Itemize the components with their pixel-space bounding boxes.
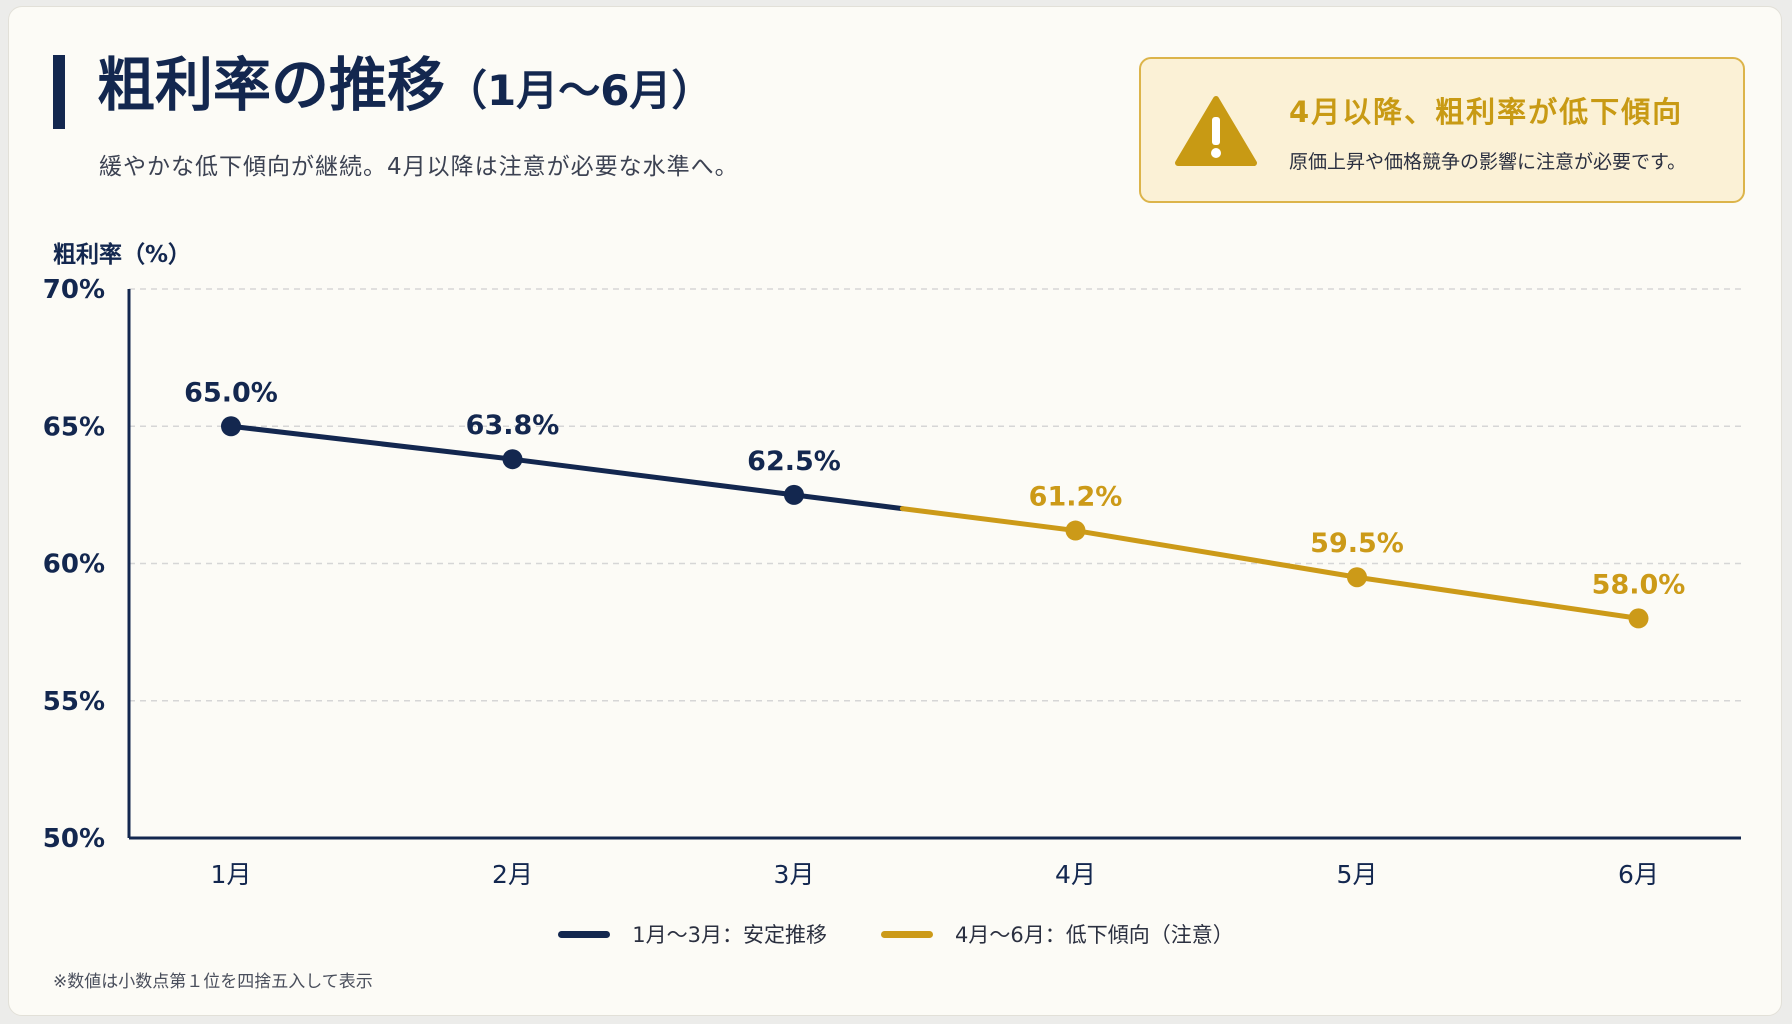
data-label: 65.0% [184, 377, 278, 408]
data-point [1347, 567, 1367, 588]
x-tick-label: 1月 [211, 860, 252, 889]
alert-text: 原価上昇や価格競争の影響に注意が必要です。 [1289, 151, 1687, 173]
legend-label: 4月〜6月：低下傾向（注意） [955, 923, 1234, 947]
y-tick-label: 50% [43, 824, 105, 854]
data-point [1065, 520, 1086, 541]
data-point [502, 449, 523, 470]
page-title: 粗利率の推移（1月〜6月） [97, 51, 713, 121]
legend-label: 1月〜3月：安定推移 [632, 923, 827, 947]
y-tick-label: 65% [43, 412, 105, 442]
data-label: 62.5% [747, 446, 841, 477]
warning-triangle-icon [1175, 96, 1257, 166]
x-tick-label: 4月 [1055, 860, 1096, 889]
footnote: ※数値は小数点第１位を四捨五入して表示 [53, 972, 373, 992]
data-point [221, 416, 241, 437]
y-tick-label: 70% [43, 275, 105, 305]
legend: 1月〜3月：安定推移 4月〜6月：低下傾向（注意） [9, 919, 1781, 949]
x-tick-label: 5月 [1337, 860, 1378, 889]
x-tick-label: 3月 [774, 860, 815, 889]
title-main: 粗利率の推移 [97, 51, 446, 119]
title-accent-bar [53, 55, 65, 129]
data-label: 61.2% [1029, 482, 1123, 513]
legend-swatch [881, 930, 933, 938]
alert-title: 4月以降、粗利率が低下傾向 [1289, 95, 1684, 129]
data-point [784, 484, 804, 505]
data-label: 59.5% [1310, 528, 1404, 559]
alert-box: 4月以降、粗利率が低下傾向 原価上昇や価格競争の影響に注意が必要です。 [1139, 57, 1745, 203]
x-tick-label: 6月 [1618, 860, 1659, 889]
y-tick-label: 55% [43, 687, 105, 717]
y-tick-label: 60% [43, 550, 105, 580]
title-range: （1月〜6月） [445, 66, 714, 115]
legend-swatch [558, 930, 611, 938]
data-label: 58.0% [1592, 569, 1686, 600]
line-chart: 50% 55% 60% 65% 70% 1月 2月 3月 4月 5月 6月 65.0% 63.8% 62.… [43, 275, 1741, 889]
legend-item: 4月〜6月：低下傾向（注意） [881, 919, 1234, 949]
page-subtitle: 緩やかな低下傾向が継続。4月以降は注意が必要な水準へ。 [99, 154, 739, 180]
y-axis-label: 粗利率（%） [53, 242, 192, 268]
data-point [1628, 608, 1649, 629]
legend-item: 1月〜3月：安定推移 [558, 919, 827, 949]
chart-card: 粗利率の推移（1月〜6月） 緩やかな低下傾向が継続。4月以降は注意が必要な水準へ… [8, 6, 1782, 1016]
series-line-caution [899, 506, 1641, 621]
x-tick-label: 2月 [492, 860, 533, 889]
series-line-stable [228, 423, 905, 512]
data-label: 63.8% [466, 410, 560, 441]
